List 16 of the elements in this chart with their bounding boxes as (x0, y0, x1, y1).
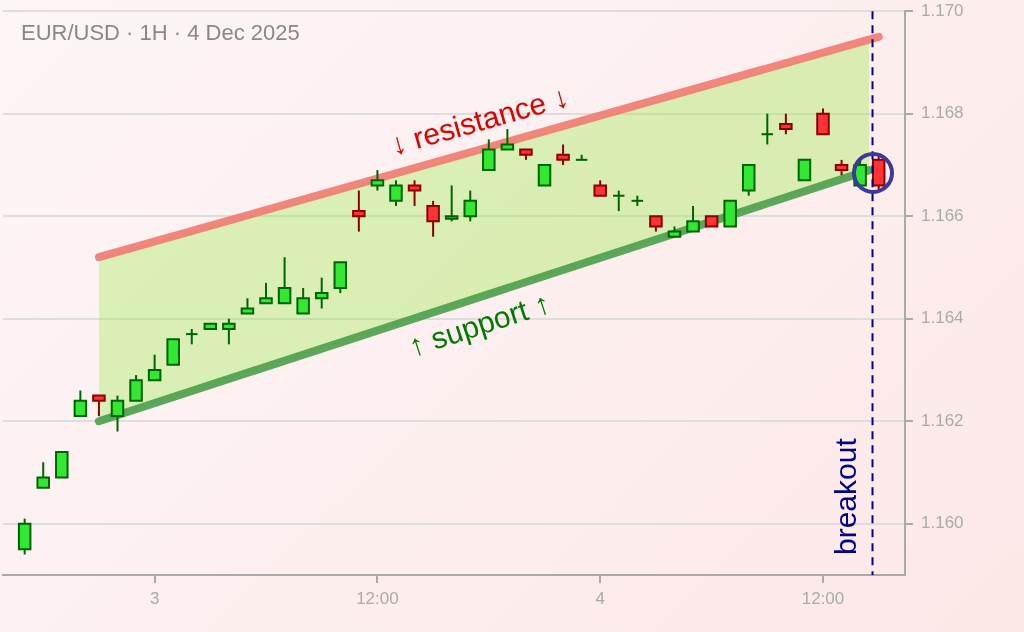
text: ↑ support ↑ (404, 285, 555, 363)
x-tick-label: 12:00 (356, 588, 399, 608)
x-tick-label: 4 (595, 588, 605, 608)
candlestick (760, 112, 775, 146)
y-tick-label: 1.164 (921, 308, 964, 328)
y-tick-label: 1.170 (921, 0, 964, 20)
x-tick-label: 3 (149, 588, 160, 608)
y-tick-label: 1.160 (921, 513, 964, 533)
ref-line-label: breakout (828, 437, 862, 555)
text: ↓ resistance ↓ (386, 79, 573, 162)
y-tick-label: 1.166 (921, 205, 964, 225)
y-tick-label: 1.168 (921, 103, 964, 123)
chart-title: EUR/USD · 1H · 4 Dec 2025 (21, 20, 300, 46)
y-tick-label: 1.162 (921, 410, 964, 430)
candlestick (612, 189, 626, 213)
x-tick-label: 12:00 (801, 588, 845, 608)
